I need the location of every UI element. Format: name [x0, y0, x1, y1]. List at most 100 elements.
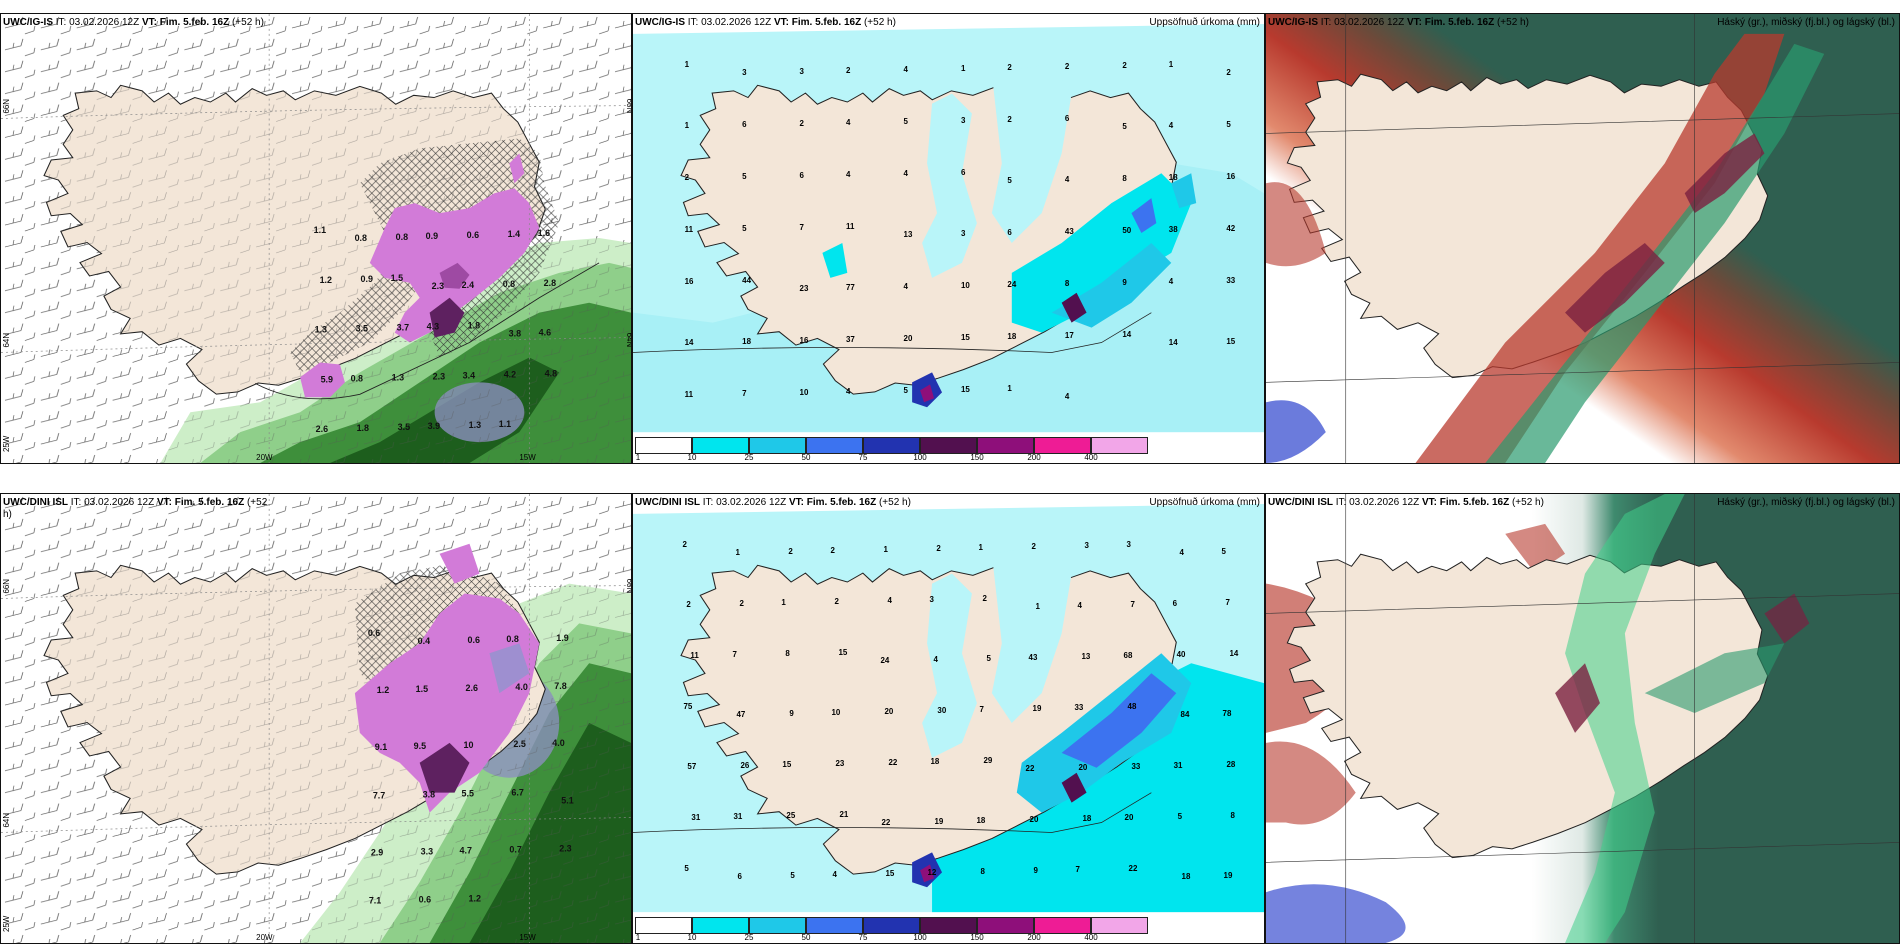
snow-depth-label: 0.6	[467, 230, 479, 240]
precip-value-label: 3	[800, 67, 805, 76]
precip-value-label: 7	[1131, 600, 1136, 609]
legend-tick: 75	[858, 933, 868, 942]
legend-swatch	[749, 917, 806, 934]
snow-depth-label: 2.3	[433, 371, 445, 381]
precip-value-label: 26	[740, 761, 749, 770]
lat-label-66n-right: 66N	[625, 99, 631, 114]
snow-depth-label: 3.5	[356, 324, 368, 334]
precip-value-label: 4	[1180, 548, 1185, 557]
precip-value-label: 1	[1169, 60, 1174, 69]
precip-value-label: 5	[1226, 120, 1231, 129]
legend-swatch	[1034, 437, 1091, 454]
precip-value-label: 20	[904, 334, 913, 343]
snow-depth-label: 5.1	[561, 795, 573, 805]
legend-swatch	[692, 437, 749, 454]
precip-value-label: 2	[739, 599, 744, 608]
precip-value-label: 18	[1082, 814, 1091, 823]
lat-label-66n-right: 66N	[625, 579, 631, 594]
legend-swatch	[806, 437, 863, 454]
panel-wind-snow-dini: UWC/DINI ISL IT: 03.02.2026 12Z VT: Fim.…	[0, 493, 632, 944]
precip-value-label: 4	[1065, 392, 1070, 401]
snow-depth-label: 0.6	[419, 894, 431, 904]
snow-depth-label: 7.1	[369, 895, 381, 905]
precip-value-label: 40	[1177, 650, 1186, 659]
panel-header: UWC/IG-IS IT: 03.02.2026 12Z VT: Fim. 5.…	[635, 17, 896, 28]
precip-value-label: 5	[790, 871, 795, 880]
precip-value-label: 14	[1169, 338, 1178, 347]
panel-precip-dini: UWC/DINI ISL IT: 03.02.2026 12Z VT: Fim.…	[632, 493, 1265, 944]
snow-depth-label: 2.3	[432, 281, 444, 291]
precip-value-label: 19	[934, 817, 943, 826]
precip-value-label: 2	[846, 66, 851, 75]
precip-value-label: 19	[1033, 704, 1042, 713]
snow-depth-label: 1.3	[392, 372, 404, 382]
precip-value-label: 6	[800, 171, 805, 180]
precip-value-label: 77	[846, 283, 855, 292]
precip-value-label: 10	[800, 388, 809, 397]
precip-value-label: 4	[1169, 277, 1174, 286]
precip-value-label: 8	[1231, 811, 1236, 820]
precip-value-label: 4	[933, 655, 938, 664]
legend-swatch	[920, 437, 977, 454]
snow-depth-label: 1.5	[391, 273, 403, 283]
precip-value-label: 2	[830, 546, 835, 555]
snow-depth-label: 2.6	[316, 424, 328, 434]
precip-value-label: 31	[691, 813, 700, 822]
precip-value-label: 47	[736, 710, 745, 719]
panel-title-precip: Uppsöfnuð úrkoma (mm)	[1149, 497, 1260, 508]
precip-value-label: 21	[839, 810, 848, 819]
legend-tick: 1	[635, 453, 641, 462]
legend-swatch	[1091, 917, 1148, 934]
precip-value-label: 6	[742, 120, 747, 129]
snow-depth-label: 1.3	[469, 420, 481, 430]
snow-depth-label: 0.8	[355, 233, 367, 243]
precip-value-label: 6	[1173, 599, 1178, 608]
precip-value-label: 7	[1226, 598, 1231, 607]
precip-value-label: 11	[685, 390, 694, 399]
lat-label-64n: 64N	[2, 333, 11, 348]
legend-tick: 10	[687, 933, 697, 942]
precip-value-label: 4	[904, 169, 909, 178]
precip-value-label: 18	[930, 757, 939, 766]
snow-depth-label: 7.7	[373, 790, 385, 800]
legend-tick: 10	[687, 453, 697, 462]
precip-value-label: 6	[1065, 114, 1070, 123]
precip-value-label: 33	[1075, 703, 1084, 712]
precip-value-label: 23	[835, 759, 844, 768]
legend-swatch	[1091, 437, 1148, 454]
precip-value-label: 14	[685, 338, 694, 347]
precip-value-label: 44	[742, 276, 751, 285]
precip-value-label: 1	[979, 543, 984, 552]
precip-value-label: 4	[832, 870, 837, 879]
precip-value-label: 2	[1065, 62, 1070, 71]
panel-header: UWC/DINI ISL IT: 03.02.2026 12Z VT: Fim.…	[3, 497, 268, 520]
snow-depth-label: 4.2	[504, 369, 516, 379]
snow-depth-label: 4.7	[460, 845, 472, 855]
precip-value-label: 5	[986, 654, 991, 663]
snow-depth-label: 0.9	[361, 274, 373, 284]
precip-value-label: 16	[800, 336, 809, 345]
snow-depth-label: 3.9	[428, 421, 440, 431]
precip-value-label: 15	[961, 333, 970, 342]
precip-value-label: 30	[937, 706, 946, 715]
precip-value-label: 1	[1007, 384, 1012, 393]
precip-value-label: 50	[1122, 226, 1131, 235]
lon-label-25w: 25W	[2, 915, 11, 932]
snow-depth-label: 4.3	[427, 322, 439, 332]
snow-depth-label: 7.8	[554, 681, 566, 691]
snow-depth-label: 1.1	[499, 419, 511, 429]
precip-value-label: 9	[1122, 278, 1127, 287]
precip-value-label: 68	[1124, 651, 1133, 660]
precip-value-label: 12	[927, 868, 936, 877]
legend-tick: 100	[913, 453, 927, 462]
precip-value-label: 1	[1036, 602, 1041, 611]
snow-depth-label: 3.3	[421, 846, 433, 856]
precip-value-label: 57	[687, 762, 696, 771]
precip-value-label: 8	[980, 867, 985, 876]
precip-value-label: 5	[684, 864, 689, 873]
panel-header: UWC/DINI ISL IT: 03.02.2026 12Z VT: Fim.…	[1268, 497, 1544, 508]
precip-value-label: 75	[683, 702, 692, 711]
precip-value-label: 3	[961, 229, 966, 238]
legend-tick: 50	[801, 453, 811, 462]
